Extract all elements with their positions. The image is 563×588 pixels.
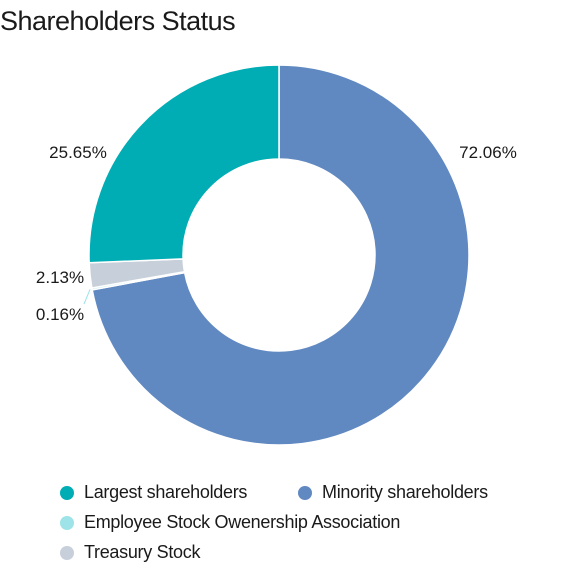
legend-swatch-treasury-stock bbox=[60, 545, 74, 560]
legend-swatch-employee-stock bbox=[60, 515, 74, 530]
legend-label-largest-shareholders: Largest shareholders bbox=[84, 482, 248, 502]
data-label-largest-shareholders: 25.65% bbox=[49, 143, 107, 162]
data-label-treasury-stock: 2.13% bbox=[36, 268, 84, 287]
legend-item-minority-shareholders: Minority shareholders bbox=[298, 482, 488, 503]
slice-largest-shareholders bbox=[88, 64, 280, 264]
legend-item-employee-stock: Employee Stock Owenership Association bbox=[60, 512, 400, 533]
chart-title: Shareholders Status bbox=[0, 6, 236, 36]
legend-label-treasury-stock: Treasury Stock bbox=[84, 542, 201, 562]
legend-swatch-minority-shareholders bbox=[298, 485, 312, 500]
legend-label-minority-shareholders: Minority shareholders bbox=[322, 482, 488, 502]
data-label-minority-shareholders: 72.06% bbox=[459, 143, 517, 162]
legend-label-employee-stock: Employee Stock Owenership Association bbox=[84, 512, 401, 532]
legend-item-largest-shareholders: Largest shareholders bbox=[60, 482, 247, 503]
leader-line bbox=[83, 289, 91, 305]
data-label-employee-stock-owenership-association: 0.16% bbox=[36, 305, 84, 324]
donut-chart: 72.06% 0.16% 2.13% 25.65% bbox=[36, 64, 517, 446]
legend-item-treasury-stock: Treasury Stock bbox=[60, 542, 200, 563]
legend-swatch-largest-shareholders bbox=[60, 485, 74, 500]
slice-minority-shareholders bbox=[91, 64, 470, 446]
